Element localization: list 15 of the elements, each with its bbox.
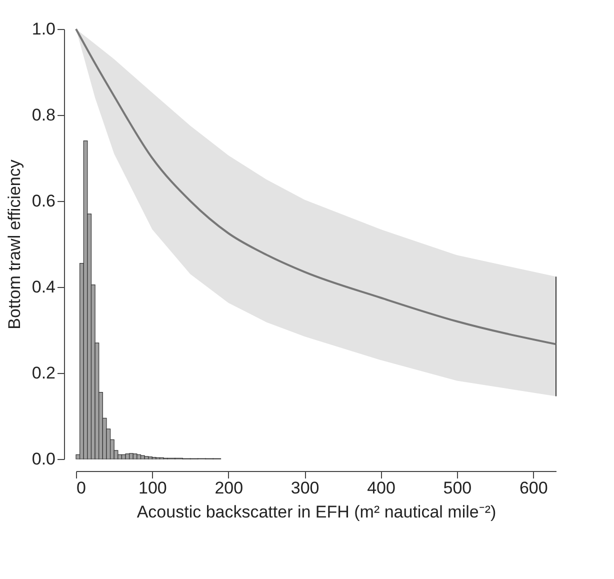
x-tick-label: 400 xyxy=(367,478,396,498)
x-tick-label: 600 xyxy=(519,478,548,498)
y-tick-label: 0.8 xyxy=(32,106,56,124)
x-tick-label: 200 xyxy=(214,478,244,498)
x-axis-title: Acoustic backscatter in EFH (m² nautical mile⁻²) xyxy=(136,502,496,522)
x-tick-label: 100 xyxy=(138,478,167,498)
y-tick-label: 0.6 xyxy=(32,192,56,210)
x-tick-label: 300 xyxy=(290,478,320,498)
x-tick-label: 0 xyxy=(76,478,86,498)
y-tick-label: 1.0 xyxy=(32,20,56,38)
y-tick-label: 0.2 xyxy=(32,364,56,382)
y-tick-label: 0.0 xyxy=(32,450,56,468)
y-tick-label: 0.4 xyxy=(32,278,56,296)
x-tick-label: 500 xyxy=(443,478,472,498)
y-axis-title: Bottom trawl efficiency xyxy=(4,159,24,330)
